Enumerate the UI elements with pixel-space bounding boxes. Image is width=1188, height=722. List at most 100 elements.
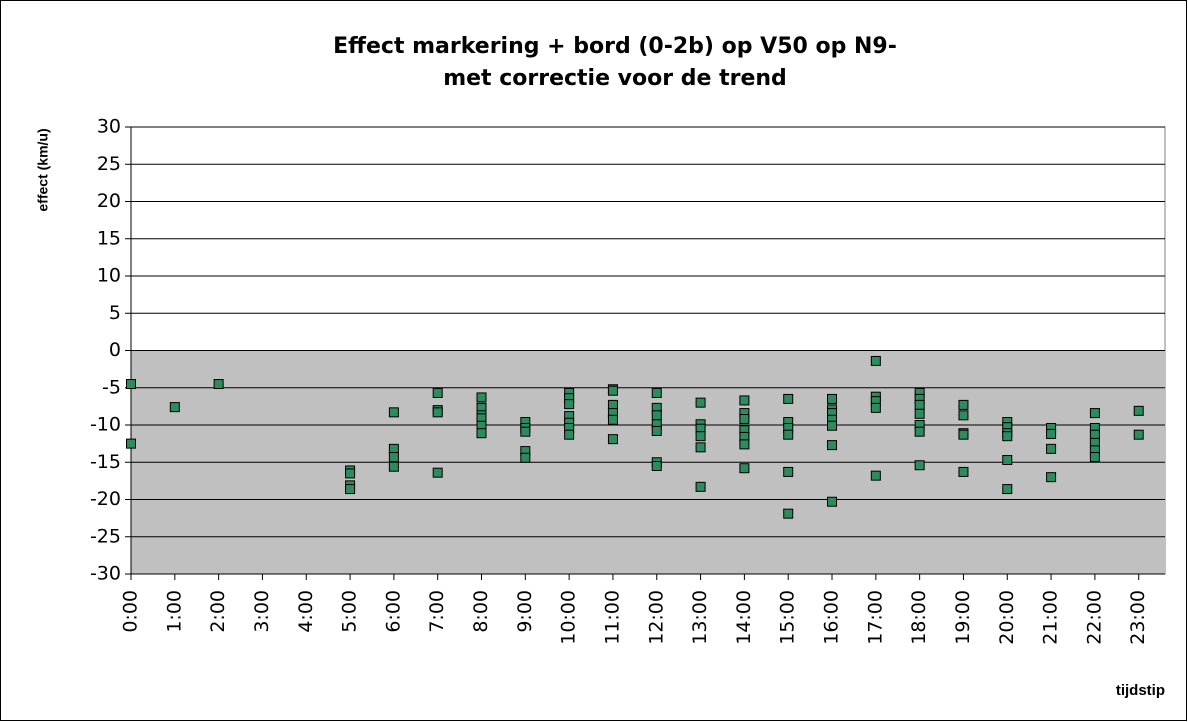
point bbox=[739, 463, 750, 474]
y-tick-label: -5 bbox=[102, 376, 121, 398]
point bbox=[783, 429, 794, 440]
point bbox=[1133, 429, 1144, 440]
x-tick-label: 23:00 bbox=[1127, 590, 1149, 645]
chart-title: Effect markering + bord (0-2b) op V50 op… bbox=[333, 34, 897, 59]
point bbox=[651, 387, 662, 398]
y-tick-label: -25 bbox=[90, 525, 121, 547]
point bbox=[651, 410, 662, 421]
point bbox=[169, 402, 180, 413]
x-tick-label: 12:00 bbox=[645, 590, 667, 645]
point bbox=[1133, 405, 1144, 416]
point bbox=[564, 429, 575, 440]
x-tick-label: 20:00 bbox=[996, 590, 1018, 645]
point bbox=[520, 452, 531, 463]
point bbox=[783, 393, 794, 404]
point bbox=[914, 399, 925, 410]
point bbox=[827, 420, 838, 431]
point bbox=[827, 393, 838, 404]
point bbox=[783, 508, 794, 519]
point bbox=[958, 399, 969, 410]
point bbox=[1089, 452, 1100, 463]
point bbox=[1046, 428, 1057, 439]
point bbox=[1002, 431, 1013, 442]
x-tick-label: 17:00 bbox=[864, 590, 886, 645]
x-tick-label: 19:00 bbox=[952, 590, 974, 645]
point bbox=[520, 426, 531, 437]
x-tick-label: 13:00 bbox=[689, 590, 711, 645]
point bbox=[739, 414, 750, 425]
y-tick-label: 25 bbox=[97, 153, 121, 175]
y-tick-label: -10 bbox=[90, 414, 121, 436]
x-tick-label: 5:00 bbox=[339, 590, 361, 633]
point bbox=[739, 395, 750, 406]
x-tick-label: 1:00 bbox=[163, 590, 185, 633]
y-tick-label: 15 bbox=[97, 227, 121, 249]
x-tick-label: 11:00 bbox=[601, 590, 623, 645]
x-tick-label: 10:00 bbox=[558, 590, 580, 645]
point bbox=[607, 434, 618, 445]
point bbox=[1089, 429, 1100, 440]
point bbox=[126, 438, 136, 449]
point bbox=[651, 425, 662, 436]
y-tick-label: 10 bbox=[97, 265, 121, 287]
point bbox=[1046, 472, 1057, 483]
y-tick-label: 0 bbox=[109, 339, 121, 361]
point bbox=[388, 461, 399, 472]
point bbox=[914, 426, 925, 437]
point bbox=[914, 408, 925, 419]
point bbox=[695, 397, 706, 408]
chart-title: met correctie voor de trend bbox=[443, 66, 787, 91]
x-tick-label: 18:00 bbox=[908, 590, 930, 645]
point bbox=[827, 440, 838, 451]
y-tick-label: -30 bbox=[90, 563, 121, 585]
point bbox=[607, 385, 618, 396]
y-tick-label: -20 bbox=[90, 488, 121, 510]
x-tick-label: 14:00 bbox=[733, 590, 755, 645]
point bbox=[958, 429, 969, 440]
point bbox=[476, 392, 487, 403]
x-tick-label: 2:00 bbox=[207, 590, 229, 633]
point bbox=[126, 379, 136, 390]
x-tick-label: 15:00 bbox=[777, 590, 799, 645]
point bbox=[1002, 484, 1013, 495]
y-tick-label: 20 bbox=[97, 190, 121, 212]
point bbox=[432, 407, 443, 418]
point bbox=[432, 467, 443, 478]
x-tick-label: 9:00 bbox=[514, 590, 536, 633]
x-tick-label: 16:00 bbox=[821, 590, 843, 645]
point bbox=[388, 443, 399, 454]
x-tick-label: 21:00 bbox=[1040, 590, 1062, 645]
point bbox=[476, 428, 487, 439]
point bbox=[345, 484, 356, 495]
point bbox=[607, 414, 618, 425]
x-tick-label: 7:00 bbox=[426, 590, 448, 633]
point bbox=[870, 355, 881, 366]
point bbox=[1002, 455, 1013, 466]
x-tick-label: 0:00 bbox=[120, 590, 142, 633]
point bbox=[607, 399, 618, 410]
point bbox=[388, 452, 399, 463]
point bbox=[870, 402, 881, 413]
x-tick-label: 8:00 bbox=[470, 590, 492, 633]
point bbox=[432, 387, 443, 398]
point bbox=[870, 470, 881, 481]
point bbox=[827, 496, 838, 507]
point bbox=[388, 407, 399, 418]
point bbox=[564, 399, 575, 410]
x-axis-label: tijdstip bbox=[1116, 682, 1165, 699]
point bbox=[695, 481, 706, 492]
x-tick-label: 3:00 bbox=[251, 590, 273, 633]
x-tick-label: 22:00 bbox=[1083, 590, 1105, 645]
y-tick-label: -15 bbox=[90, 451, 121, 473]
y-tick-label: 5 bbox=[109, 302, 121, 324]
point bbox=[958, 466, 969, 477]
y-axis-label: effect (km/u) bbox=[35, 128, 51, 211]
x-tick-label: 4:00 bbox=[295, 590, 317, 633]
point bbox=[213, 379, 224, 390]
point bbox=[739, 439, 750, 450]
point bbox=[695, 431, 706, 442]
y-tick-label: 30 bbox=[97, 116, 121, 138]
x-tick-label: 6:00 bbox=[382, 590, 404, 633]
point bbox=[1089, 408, 1100, 419]
point bbox=[651, 460, 662, 471]
